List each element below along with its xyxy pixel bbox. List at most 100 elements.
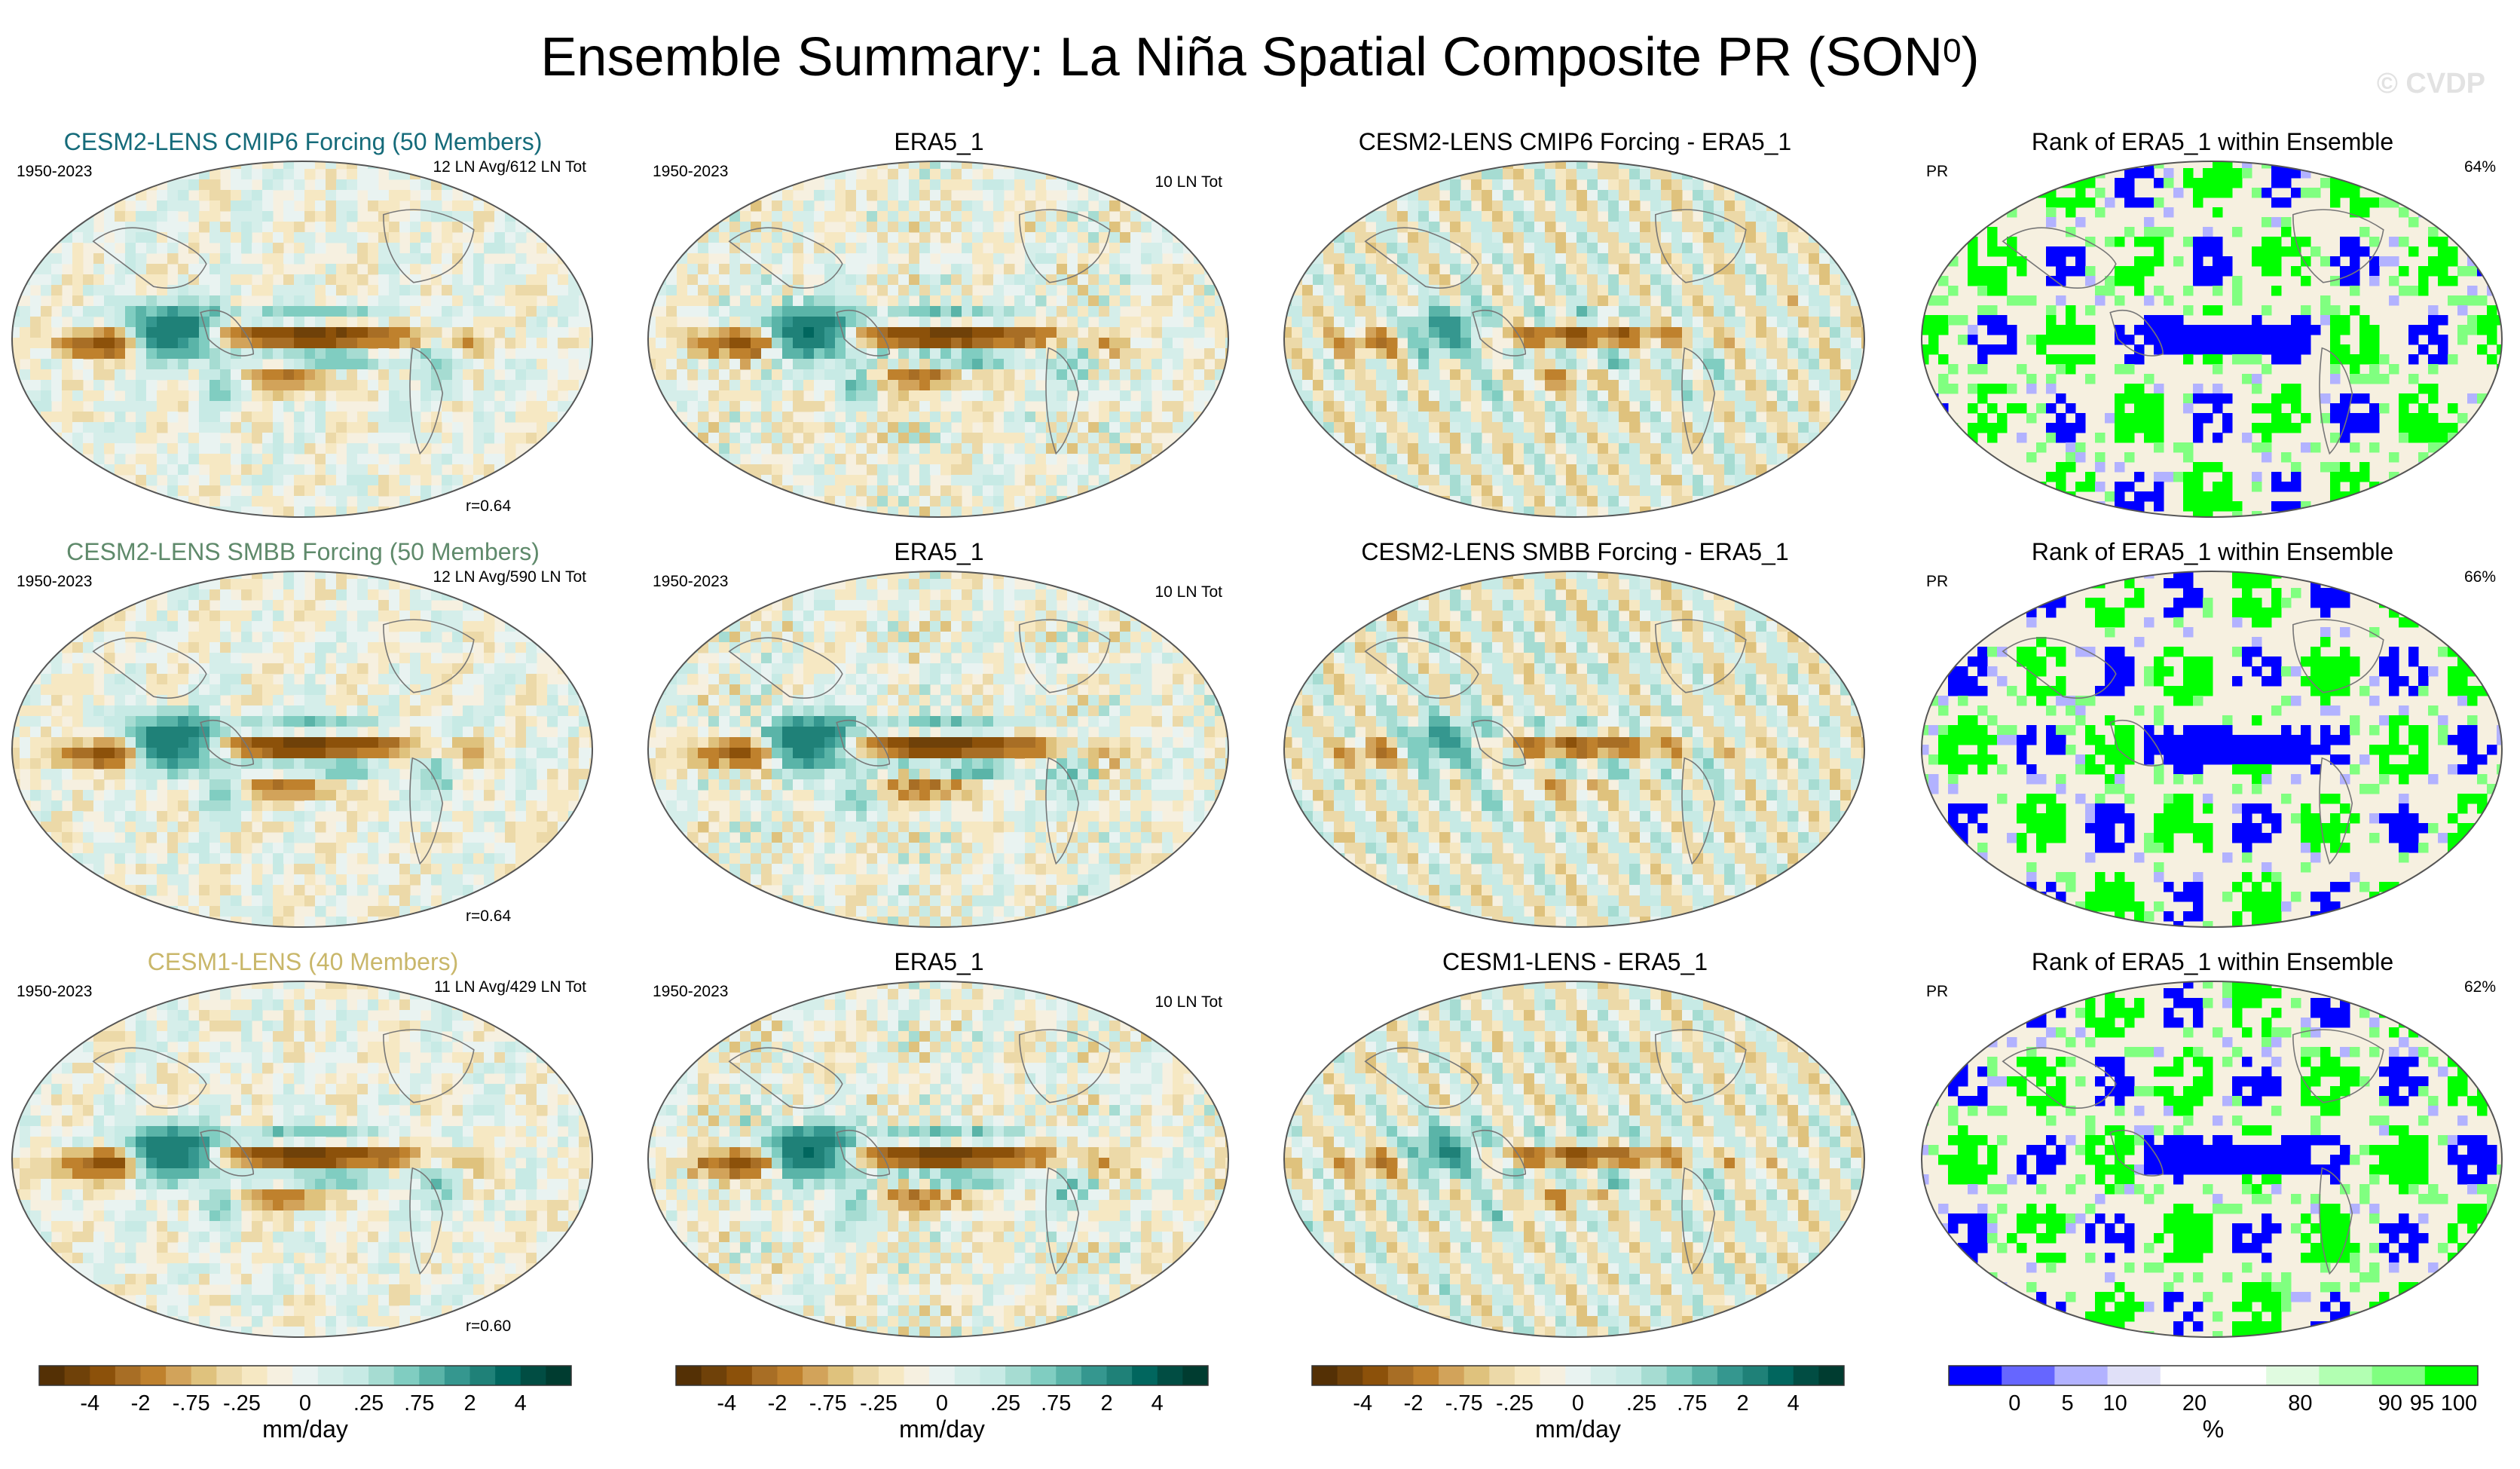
map-cell xyxy=(1534,412,1546,423)
map-cell xyxy=(505,274,516,286)
map-cell xyxy=(30,412,41,423)
map-cell xyxy=(1355,443,1366,454)
map-cell xyxy=(1735,443,1746,454)
map-cell xyxy=(1397,433,1408,444)
map-cell xyxy=(51,264,63,275)
map-cell xyxy=(687,295,699,307)
map-cell xyxy=(1460,295,1472,307)
map-cell xyxy=(1355,380,1366,391)
map-cell xyxy=(231,243,242,254)
map-cell xyxy=(2046,374,2057,384)
map-cell xyxy=(2124,364,2135,375)
map-cell xyxy=(484,306,495,317)
map-cell xyxy=(157,369,168,381)
map-cell xyxy=(1798,317,1809,328)
map-cell xyxy=(1492,295,1503,307)
map-cell xyxy=(1598,401,1609,412)
map-cell xyxy=(389,401,400,412)
map-cell xyxy=(368,306,379,317)
coastline xyxy=(382,209,475,283)
map-cell xyxy=(1577,222,1588,233)
map-cell xyxy=(1545,348,1556,360)
map-cell xyxy=(442,306,453,317)
map-cell xyxy=(1640,222,1651,233)
coastline xyxy=(2292,209,2384,283)
map-cell xyxy=(2115,295,2125,306)
map-cell xyxy=(1334,380,1345,391)
map-cell xyxy=(1619,253,1630,265)
map-cell xyxy=(1366,327,1377,338)
map-cell xyxy=(262,306,274,317)
map-cell xyxy=(1682,390,1693,402)
map-cell xyxy=(2438,433,2448,443)
map-cell xyxy=(294,589,305,601)
map-cell xyxy=(93,338,105,349)
map-cell xyxy=(231,571,242,580)
map-cell xyxy=(1987,246,1998,257)
map-cell xyxy=(1608,306,1619,317)
map-cell xyxy=(568,295,580,307)
map-cell xyxy=(2173,188,2184,198)
map-cell xyxy=(2271,482,2282,492)
map-cell xyxy=(1756,295,1767,307)
map-cell xyxy=(2340,472,2350,482)
map-cell xyxy=(1429,422,1440,433)
map-cell xyxy=(1577,401,1588,412)
map-cell xyxy=(962,412,973,423)
map-cell xyxy=(687,285,699,296)
panel-title: CESM1-LENS (40 Members) xyxy=(147,948,459,975)
map-cell xyxy=(2330,344,2341,355)
map-cell xyxy=(1598,232,1609,243)
map-cell xyxy=(951,274,962,286)
map-cell xyxy=(856,317,867,328)
map-cell xyxy=(2399,266,2409,277)
map-cell xyxy=(515,359,527,370)
map-cell xyxy=(909,317,920,328)
map-cell xyxy=(1397,390,1408,402)
map-cell xyxy=(294,443,305,454)
map-cell xyxy=(2193,188,2203,198)
panel-correlation-label: r=0.64 xyxy=(466,907,512,925)
map-cell xyxy=(1387,211,1398,222)
map-cell xyxy=(751,412,762,423)
map-cell xyxy=(1577,161,1588,170)
map-cell xyxy=(167,621,179,632)
map-cell xyxy=(1397,359,1408,370)
map-cell xyxy=(188,327,200,338)
map-cell xyxy=(62,380,73,391)
map-cell xyxy=(283,390,295,402)
map-cell xyxy=(1355,317,1366,328)
map-cell xyxy=(1344,412,1356,423)
map-cell xyxy=(136,306,147,317)
map-cell xyxy=(1703,327,1714,338)
map-cell xyxy=(1162,380,1173,391)
map-cell xyxy=(919,222,931,233)
map-cell xyxy=(2066,423,2076,433)
map-cell xyxy=(1513,348,1525,360)
map-cell xyxy=(1524,306,1535,317)
map-cell xyxy=(1078,222,1089,233)
map-cell xyxy=(1014,338,1026,349)
map-cell xyxy=(1130,295,1142,307)
map-cell xyxy=(2203,354,2213,365)
map-cell xyxy=(410,369,421,381)
map-cell xyxy=(1566,179,1577,191)
map-cell xyxy=(537,317,548,328)
map-cell xyxy=(2271,403,2282,414)
map-cell xyxy=(2154,491,2164,502)
map-cell xyxy=(666,380,677,391)
map-cell xyxy=(1830,327,1841,338)
map-cell xyxy=(1587,401,1598,412)
map-cell xyxy=(209,359,221,370)
map-cell xyxy=(231,611,242,622)
map-cell xyxy=(1025,306,1036,317)
map-cell xyxy=(2281,168,2292,179)
map-cell xyxy=(1703,253,1714,265)
map-cell xyxy=(2418,423,2429,433)
map-cell xyxy=(1840,306,1852,317)
map-cell xyxy=(273,253,284,265)
map-cell xyxy=(1429,380,1440,391)
map-cell xyxy=(83,285,94,296)
map-cell xyxy=(2075,335,2086,345)
map-cell xyxy=(1057,243,1068,254)
